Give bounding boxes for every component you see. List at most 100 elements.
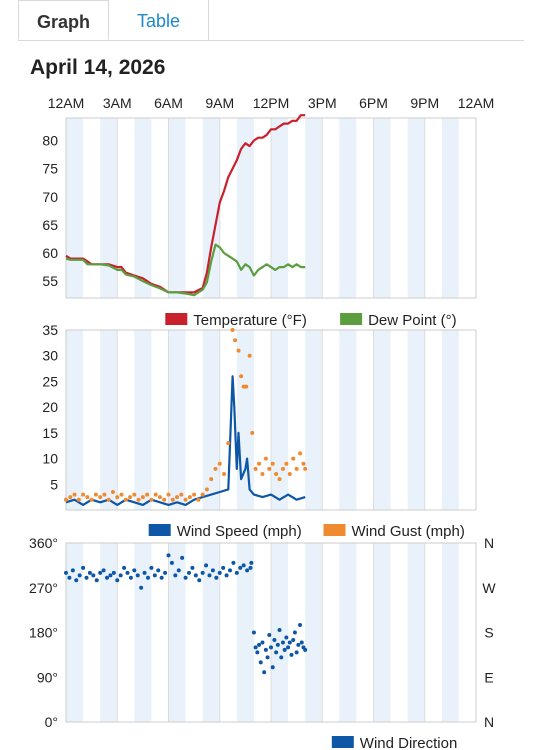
- wind_gust-point: [284, 461, 289, 466]
- legend-label: Temperature (°F): [193, 312, 307, 329]
- wind_direction-point: [105, 575, 109, 580]
- tab-graph[interactable]: Graph: [18, 0, 109, 40]
- wind_gust-point: [115, 495, 120, 500]
- hour-band: [271, 330, 289, 510]
- wind_direction-point: [248, 565, 253, 570]
- wind_gust-point: [170, 497, 175, 502]
- wind_gust-point: [119, 492, 124, 497]
- wind_gust-point: [247, 353, 252, 358]
- wind_gust-point: [270, 461, 275, 466]
- hour-band: [66, 118, 84, 298]
- wind_gust-point: [81, 492, 86, 497]
- compass-label: W: [482, 580, 496, 596]
- plot-frame: [65, 542, 477, 723]
- wind_gust-point: [85, 495, 90, 500]
- wind_direction-point: [84, 575, 89, 580]
- hour-band: [339, 118, 357, 298]
- wind_gust-point: [277, 477, 282, 482]
- wind_direction-point: [282, 647, 287, 652]
- legend-swatch: [340, 313, 363, 325]
- wind_direction-point: [234, 570, 239, 575]
- hour-band: [271, 118, 289, 298]
- wind_direction-point: [231, 560, 236, 565]
- wind_direction-point: [176, 568, 181, 573]
- hour-band: [441, 118, 459, 298]
- wind_direction-point: [289, 652, 294, 657]
- wind_direction-point: [245, 568, 250, 573]
- y-tick-label: 20: [42, 399, 58, 415]
- wind_gust-point: [213, 466, 218, 471]
- legend-swatch: [323, 524, 346, 536]
- wind_direction-point: [287, 640, 292, 645]
- wind_direction-point: [221, 565, 226, 570]
- wind_direction-point: [269, 645, 273, 650]
- wind_direction-point: [64, 570, 68, 575]
- hour-band: [305, 118, 323, 298]
- wind_direction-point: [303, 647, 308, 652]
- legend-label: Wind Direction: [360, 735, 458, 750]
- wind_direction-point: [210, 568, 215, 573]
- hour-band: [100, 118, 118, 298]
- tab-bar: Graph Table: [18, 0, 524, 41]
- wind_gust-point: [179, 492, 184, 497]
- y-tick-label: 30: [42, 348, 58, 364]
- wind_direction-point: [193, 573, 198, 578]
- wind_direction-point: [291, 637, 296, 642]
- compass-label: S: [484, 625, 493, 641]
- compass-label: E: [484, 669, 493, 685]
- wind_gust-point: [260, 472, 265, 476]
- hour-band: [305, 330, 323, 510]
- wind_gust-point: [200, 492, 205, 497]
- wind_direction-point: [204, 563, 209, 568]
- wind_direction-point: [146, 575, 150, 580]
- wind_gust-point: [110, 490, 115, 494]
- wind_direction-point: [190, 565, 195, 570]
- hour-band: [373, 118, 391, 298]
- wind_direction-point: [298, 623, 303, 628]
- hour-band: [373, 330, 391, 510]
- wind_gust-point: [280, 466, 285, 471]
- wind_gust-point: [187, 495, 192, 500]
- wind_gust-point: [298, 451, 303, 456]
- wind_direction-point: [87, 570, 92, 575]
- wind_direction-point: [224, 573, 229, 578]
- hour-band: [305, 543, 323, 722]
- wind_gust-point: [244, 384, 249, 389]
- y-tick-label: 60: [42, 245, 58, 261]
- y-tick-label: 10: [42, 451, 58, 467]
- wind_direction-point: [214, 575, 219, 580]
- y-tick-label: 65: [42, 217, 58, 233]
- wind_gust-point: [217, 461, 222, 466]
- wind_direction-point: [197, 578, 202, 583]
- hour-band: [202, 543, 220, 722]
- wind_gust-point: [123, 497, 128, 502]
- y-tick-label: 360°: [29, 535, 58, 551]
- hour-band: [236, 543, 254, 722]
- wind_gust-point: [93, 492, 98, 497]
- wind_gust-point: [267, 466, 272, 471]
- hour-band: [100, 330, 118, 510]
- tab-table[interactable]: Table: [109, 0, 209, 40]
- wind_direction-point: [70, 568, 75, 573]
- wind_direction-point: [258, 660, 263, 665]
- wind_direction-point: [115, 578, 120, 583]
- compass-label: N: [484, 714, 494, 730]
- wind_direction-point: [183, 575, 188, 580]
- wind_direction-point: [142, 570, 147, 575]
- wind_gust-point: [222, 472, 227, 476]
- wind_direction-point: [128, 575, 133, 580]
- wind_direction-point: [251, 630, 256, 635]
- wind_gust-point: [102, 492, 107, 497]
- time-axis-label: 3PM: [308, 95, 337, 111]
- wind_direction-point: [200, 570, 205, 575]
- wind_direction-point: [274, 650, 279, 655]
- wind_direction-point: [284, 635, 289, 640]
- hour-band: [339, 543, 357, 722]
- wind_direction-point: [81, 565, 86, 570]
- hour-band: [168, 330, 186, 510]
- wind_direction-point: [139, 585, 144, 590]
- wind_gust-point: [175, 495, 180, 500]
- hour-band: [236, 330, 254, 510]
- y-tick-label: 75: [42, 161, 58, 177]
- wind_direction-point: [166, 553, 171, 558]
